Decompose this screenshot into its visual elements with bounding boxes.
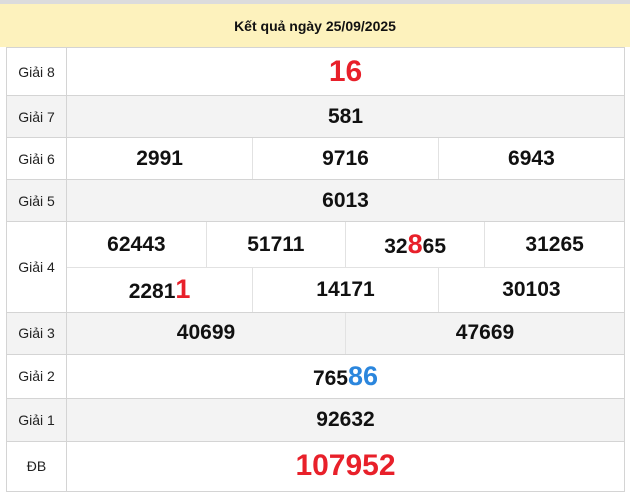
prize-number: 14171 <box>252 267 439 312</box>
prize-number: 16 <box>66 47 625 96</box>
prize-number: 47669 <box>345 312 624 354</box>
prize-number: 30103 <box>437 267 624 312</box>
prize-numbers: 40699 47669 <box>66 311 625 355</box>
prize-number: 31265 <box>484 222 624 267</box>
prize-row-g1: Giải 1 92632 <box>6 397 625 442</box>
prize-number: 92632 <box>66 397 625 442</box>
prize-label: ĐB <box>6 440 67 492</box>
highlight-digit: 8 <box>407 229 423 259</box>
prize-label: Giải 5 <box>6 179 67 222</box>
prize-row-g7: Giải 7 581 <box>6 95 625 138</box>
prize-number: 51711 <box>205 222 346 267</box>
prize-numbers: 62443 51711 32865 31265 22811 14171 3010… <box>66 221 625 313</box>
prize-numbers: 2991 9716 6943 <box>66 137 625 180</box>
prize-label: Giải 2 <box>6 353 67 399</box>
prize-number: 32865 <box>344 222 485 267</box>
prize-label: Giải 1 <box>6 397 67 442</box>
prize-row-g2: Giải 2 76586 <box>6 353 625 399</box>
prize-number: 9716 <box>252 138 439 179</box>
prize-numbers-grid: 40699 47669 <box>67 312 624 354</box>
highlight-digit: 86 <box>348 360 379 391</box>
prize-number: 581 <box>66 95 625 138</box>
prize-row-g8: Giải 8 16 <box>6 47 625 96</box>
prize-row-g6: Giải 6 2991 9716 6943 <box>6 137 625 180</box>
prize-label: Giải 6 <box>6 137 67 180</box>
prize-numbers-grid: 62443 51711 32865 31265 <box>67 222 624 267</box>
highlight-digit: 1 <box>175 274 191 305</box>
number-part: 2281 <box>128 280 176 304</box>
prize-label: Giải 8 <box>6 47 67 96</box>
prize-number: 22811 <box>67 268 253 312</box>
prize-label: Giải 4 <box>6 221 67 313</box>
prize-label: Giải 3 <box>6 311 67 355</box>
prize-label: Giải 7 <box>6 95 67 138</box>
prize-row-g3: Giải 3 40699 47669 <box>6 311 625 355</box>
prize-number: 6013 <box>66 179 625 222</box>
prize-numbers-grid: 22811 14171 30103 <box>67 267 624 312</box>
prize-number: 62443 <box>107 232 166 256</box>
results-header: Kết quả ngày 25/09/2025 <box>0 4 630 47</box>
prize-number: 2991 <box>136 146 183 170</box>
number-part: 765 <box>312 366 348 390</box>
number-part: 32 <box>384 235 408 258</box>
prize-numbers-grid: 2991 9716 6943 <box>67 138 624 179</box>
prize-number: 6943 <box>437 138 624 179</box>
prize-number: 107952 <box>66 440 625 492</box>
prize-number: 76586 <box>66 353 625 399</box>
results-title: Kết quả ngày 25/09/2025 <box>234 17 396 34</box>
results-table: Giải 8 16 Giải 7 581 Giải 6 2991 9716 69… <box>6 47 625 492</box>
prize-row-g4: Giải 4 62443 51711 32865 31265 22811 141… <box>6 221 625 313</box>
prize-row-special: ĐB 107952 <box>6 440 625 492</box>
top-border <box>0 0 630 4</box>
number-part: 65 <box>422 235 446 258</box>
prize-number: 40699 <box>67 312 346 354</box>
prize-row-g5: Giải 5 6013 <box>6 179 625 222</box>
